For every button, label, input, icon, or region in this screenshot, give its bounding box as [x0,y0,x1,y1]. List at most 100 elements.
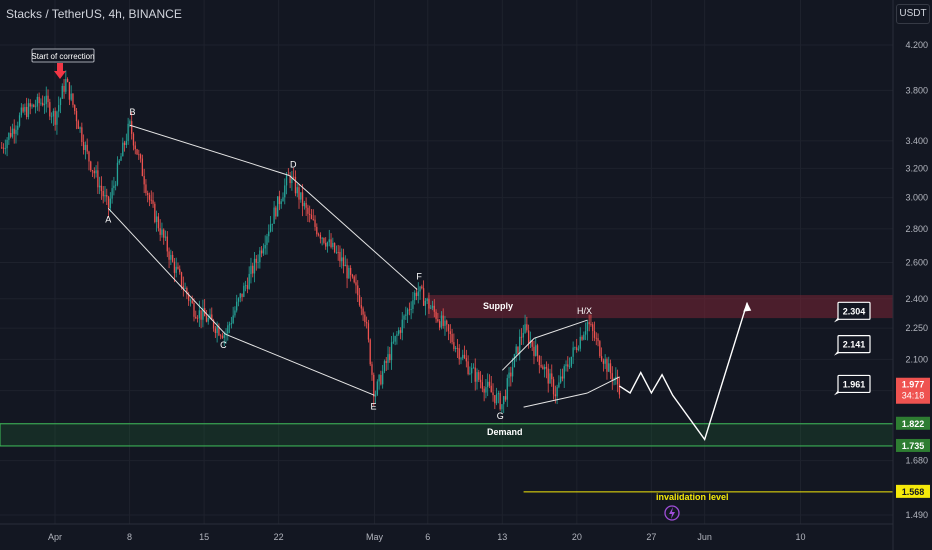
candle [269,216,272,233]
price-tick-label: 3.800 [905,85,928,95]
candle [221,332,224,339]
candle [294,170,297,197]
candle-body [456,347,459,349]
candle-body [519,336,521,354]
candle [43,96,46,114]
candle-body [542,366,544,370]
pattern-line-g2 [534,319,588,339]
candle-body [405,314,407,316]
candle [406,307,409,324]
candle [446,319,448,332]
price-tick-label: 2.400 [905,294,928,304]
projection-path [619,302,748,442]
candle-body [18,115,21,126]
candle-body [273,207,275,224]
candle-body [394,335,396,342]
candle [561,368,564,382]
candle [455,345,457,353]
candle [40,98,42,106]
candle-body [581,336,583,340]
pattern-line-ce [225,333,375,396]
candle [590,314,592,327]
candle [417,282,419,304]
candle-body [604,359,606,364]
time-tick-label: 27 [646,532,656,542]
candle-body [259,250,261,263]
price-tick-label: 2.100 [905,354,928,364]
target-callout: 2.141 [834,334,871,356]
candle-body [175,266,177,273]
candle [600,347,603,362]
candle [262,243,265,256]
candle [430,304,432,309]
candle [143,168,145,193]
candle-body [166,236,168,252]
candle-body [159,228,161,235]
candle-body [499,393,501,410]
candle-body [556,387,558,397]
candle-body [202,308,204,320]
candle [583,331,585,341]
invalidation-badge: 1.568 [896,484,930,498]
candle [312,209,314,221]
candle-body [392,341,394,343]
currency-button[interactable]: USDT [896,4,930,24]
candle-body [38,96,40,104]
candle [401,311,403,341]
time-tick-label: Jun [697,532,712,542]
candle [84,141,87,160]
candle [472,363,475,369]
candle-body [426,298,428,301]
candle [184,282,186,289]
candle [449,324,451,344]
candle-body [435,311,437,320]
candle [236,294,238,313]
candle-body [54,110,56,125]
lightning-bolt [669,507,675,519]
candle-body [421,286,423,289]
candle-body [143,176,145,185]
candle-body [244,285,247,287]
candle-body [275,207,277,217]
candle-body [355,282,357,286]
candle-body [91,170,94,172]
candle-body [538,355,540,366]
candle-body [517,346,519,354]
candle-body [479,379,482,383]
candle [604,354,606,369]
candle [118,159,120,165]
candle [102,186,104,204]
candle [81,122,83,147]
candle [147,190,149,203]
candle [495,387,498,406]
candle [554,385,556,404]
candle-body [462,354,464,359]
candle-body [186,287,188,295]
candle-body [289,175,291,184]
candle-body [45,95,47,104]
candle [243,282,245,298]
candle-body [52,110,55,117]
candle [139,153,142,163]
candle-body [424,300,427,306]
candle-body [184,287,186,289]
candle-body [300,192,302,200]
candle-body [116,162,119,185]
demand-top-badge-text: 1.822 [902,419,925,429]
candle [415,287,418,301]
candle [47,89,49,108]
candle [68,81,71,106]
candle [91,169,94,178]
candle-body [56,111,58,125]
candle-body [449,331,451,335]
candle [293,167,295,180]
candle-body [515,346,517,355]
candle-body [577,348,580,350]
candle [132,132,135,151]
candle [264,235,266,255]
candle-body [487,381,489,388]
candle [494,395,496,410]
candle [273,201,275,224]
candle-body [576,347,578,350]
